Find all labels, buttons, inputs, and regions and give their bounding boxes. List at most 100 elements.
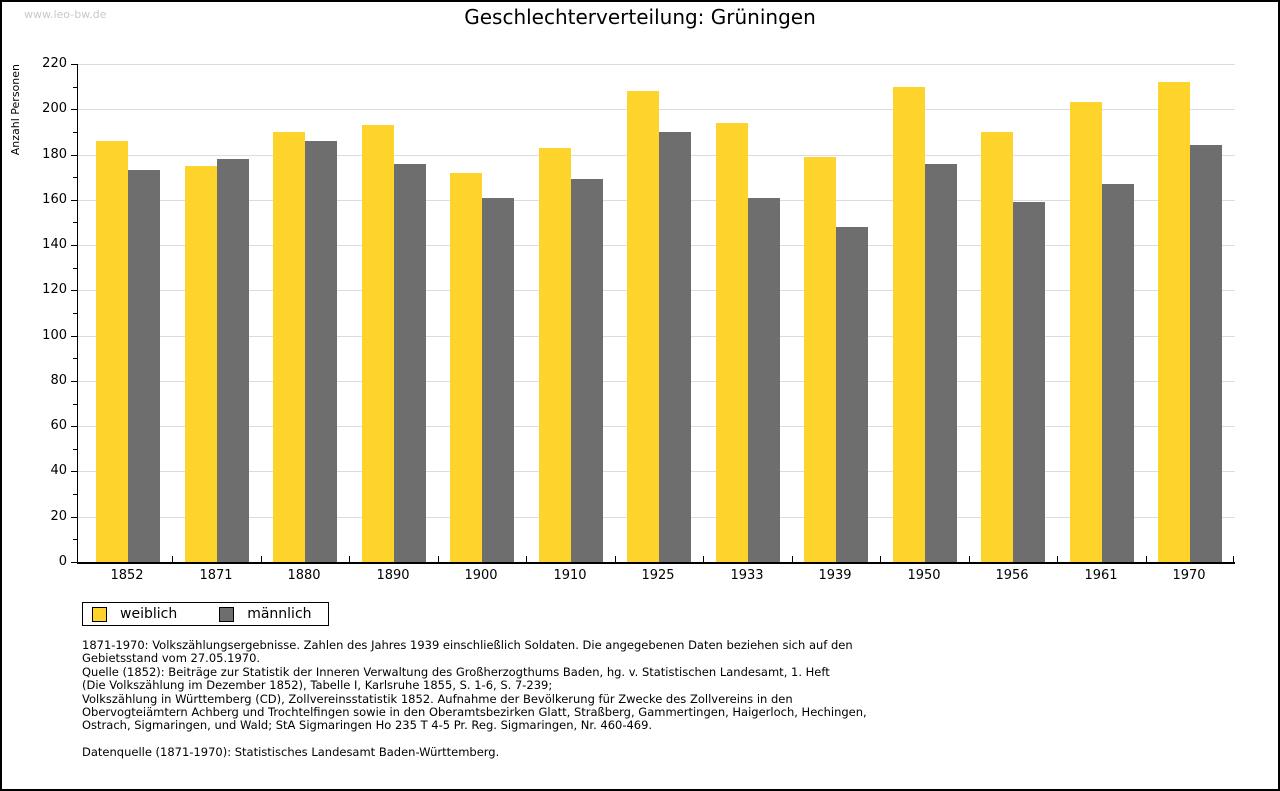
footnote-line: Volkszählung in Württemberg (CD), Zollve…: [82, 691, 793, 706]
bar-weiblich-1880: [273, 132, 305, 562]
x-axis-label-1970: 1970: [1172, 568, 1206, 583]
legend-label-männlich: männlich: [247, 606, 312, 622]
bar-männlich-1925: [659, 132, 691, 562]
bar-weiblich-1933: [715, 123, 748, 562]
watermark: www.leo-bw.de: [24, 8, 107, 21]
footnote-line: 1871-1970: Volkszählungsergebnisse. Zahl…: [82, 638, 853, 652]
bar-männlich-1970: [1190, 145, 1222, 562]
y-axis-tick-label: 220: [42, 56, 67, 71]
x-axis-label-1950: 1950: [907, 568, 941, 583]
bar-männlich-1852: [128, 170, 160, 562]
y-axis-tick-label: 200: [42, 101, 67, 116]
footnotes: 1871-1970: Volkszählungsergebnisse. Zahl…: [82, 638, 867, 759]
y-axis-tick-100: [71, 336, 77, 337]
plot-area: [77, 64, 1235, 564]
footnote-line: Ostrach, Sigmaringen, und Wald; StA Sigm…: [82, 718, 653, 733]
legend: weiblich männlich: [82, 602, 329, 626]
x-axis-label-1871: 1871: [199, 568, 233, 583]
y-axis-tick-150: [73, 222, 77, 223]
x-axis-label-1961: 1961: [1084, 568, 1118, 583]
bar-männlich-1890: [393, 164, 426, 562]
y-axis-tick-210: [73, 87, 77, 88]
x-axis-tick: [880, 556, 881, 562]
y-axis-tick-220: [71, 64, 77, 65]
x-axis-tick: [1146, 556, 1147, 562]
y-axis-label: Anzahl Personen: [9, 64, 22, 156]
bar-männlich-1950: [924, 164, 957, 562]
y-axis-tick-20: [71, 517, 77, 518]
bar-weiblich-1910: [538, 148, 571, 562]
y-axis-tick-label: 40: [50, 463, 67, 478]
y-axis-tick-190: [73, 132, 77, 133]
x-axis-tick: [349, 556, 350, 562]
bar-weiblich-1956: [981, 132, 1013, 562]
bar-weiblich-1852: [96, 141, 128, 562]
y-axis-tick-180: [71, 155, 77, 156]
y-axis-tick-160: [71, 200, 77, 201]
bar-männlich-1880: [305, 141, 337, 562]
y-axis-tick-90: [73, 358, 77, 359]
chart-title: Geschlechterverteilung: Grüningen: [464, 5, 816, 29]
y-axis-tick-70: [73, 404, 77, 405]
footnote-line: Quelle (1852): Beiträge zur Statistik de…: [82, 664, 830, 679]
x-axis-label-1900: 1900: [464, 568, 498, 583]
bar-weiblich-1970: [1158, 82, 1190, 562]
x-axis-end-tick: [1233, 556, 1234, 562]
gridline-220: [78, 64, 1235, 65]
bar-weiblich-1890: [361, 125, 394, 562]
y-axis-tick-label: 60: [50, 418, 67, 433]
y-axis-tick-label: 100: [42, 328, 67, 343]
legend-label-weiblich: weiblich: [120, 606, 178, 622]
y-axis-tick-40: [71, 471, 77, 472]
bar-männlich-1956: [1013, 202, 1045, 562]
y-axis-tick-label: 160: [42, 192, 67, 207]
x-axis-tick: [792, 556, 793, 562]
y-axis-tick-label: 120: [42, 282, 67, 297]
y-axis-tick-170: [73, 177, 77, 178]
x-axis-tick: [615, 556, 616, 562]
x-axis-tick: [172, 556, 173, 562]
y-axis-tick-200: [71, 109, 77, 110]
bar-weiblich-1900: [450, 173, 482, 562]
x-axis-label-1933: 1933: [730, 568, 764, 583]
y-axis-tick-label: 20: [50, 509, 67, 524]
bar-weiblich-1871: [184, 166, 217, 562]
footnote-line: Obervogteiämtern Achberg und Trochtelfin…: [82, 705, 867, 720]
y-axis-tick-0: [71, 562, 77, 563]
footnote-line: Gebietsstand vom 27.05.1970.: [82, 651, 261, 666]
y-axis-tick-60: [71, 426, 77, 427]
bar-weiblich-1961: [1069, 102, 1102, 562]
x-axis-tick: [969, 556, 970, 562]
y-axis-tick-110: [73, 313, 77, 314]
legend-swatch-männlich: [219, 606, 235, 622]
bar-männlich-1871: [216, 159, 249, 562]
legend-swatch-weiblich: [92, 606, 107, 622]
legend-item-männlich: männlich: [219, 606, 312, 622]
x-axis-label-1956: 1956: [995, 568, 1029, 583]
x-axis-label-1925: 1925: [641, 568, 675, 583]
bar-männlich-1910: [570, 179, 603, 562]
bar-männlich-1961: [1101, 184, 1134, 562]
bar-männlich-1933: [747, 198, 780, 562]
y-axis-tick-label: 0: [58, 554, 67, 569]
bar-weiblich-1950: [892, 87, 925, 562]
x-axis-tick: [261, 556, 262, 562]
footnote-line: (Die Volkszählung im Dezember 1852), Tab…: [82, 678, 553, 693]
x-axis-tick: [1057, 556, 1058, 562]
x-axis-tick: [438, 556, 439, 562]
y-axis-tick-120: [71, 290, 77, 291]
x-axis-tick: [526, 556, 527, 562]
bar-weiblich-1939: [804, 157, 836, 562]
datasource-line: Datenquelle (1871-1970): Statistisches L…: [82, 744, 500, 759]
y-axis-tick-80: [71, 381, 77, 382]
y-axis-tick-50: [73, 449, 77, 450]
y-axis-tick-label: 80: [50, 373, 67, 388]
y-axis-tick-10: [73, 539, 77, 540]
x-axis-label-1890: 1890: [376, 568, 410, 583]
y-axis-tick-label: 140: [42, 237, 67, 252]
x-axis-tick: [703, 556, 704, 562]
y-axis-tick-130: [73, 268, 77, 269]
x-axis-label-1852: 1852: [110, 568, 144, 583]
bar-weiblich-1925: [627, 91, 659, 562]
